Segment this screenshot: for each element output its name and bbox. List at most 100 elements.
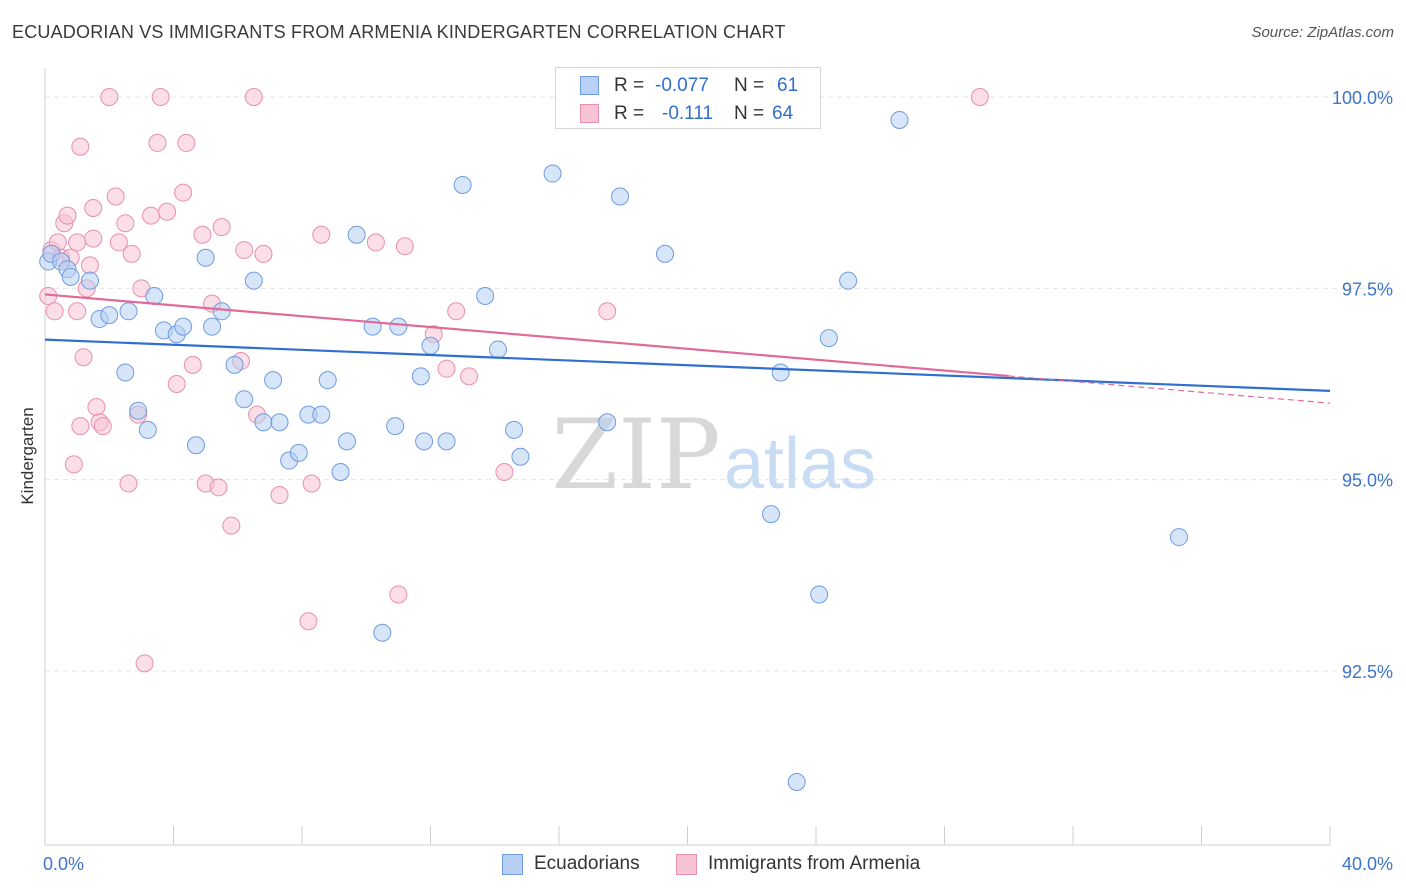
point-armenia (116, 214, 135, 233)
trend-lines (44, 293, 1331, 404)
stats-swatch-blue (580, 76, 599, 95)
point-ecuadorians (318, 371, 337, 390)
point-armenia (71, 137, 90, 156)
point-ecuadorians (386, 417, 405, 436)
trend-line-ecuadorians (44, 338, 1331, 392)
legend-label-armenia: Immigrants from Armenia (708, 853, 921, 874)
point-armenia (312, 225, 331, 244)
point-ecuadorians (543, 164, 562, 183)
point-ecuadorians (819, 329, 838, 348)
point-ecuadorians (347, 225, 366, 244)
point-armenia (142, 206, 161, 225)
series-armenia-points (39, 88, 989, 673)
point-ecuadorians (839, 271, 858, 290)
n-value: 64 (772, 103, 794, 124)
point-ecuadorians (116, 363, 135, 382)
point-armenia (183, 355, 202, 374)
point-armenia (395, 237, 414, 256)
point-ecuadorians (598, 413, 617, 432)
point-armenia (109, 233, 128, 252)
point-ecuadorians (145, 286, 164, 305)
point-ecuadorians (61, 267, 80, 286)
point-armenia (135, 654, 154, 673)
r-value: -0.111 (662, 103, 714, 124)
point-ecuadorians (203, 317, 222, 336)
point-armenia (244, 88, 263, 106)
point-armenia (45, 302, 64, 321)
point-armenia (222, 516, 241, 535)
y-tick-label: 100.0% (1332, 88, 1393, 108)
y-tick-label: 92.5% (1342, 662, 1393, 682)
point-ecuadorians (437, 432, 456, 451)
point-ecuadorians (80, 271, 99, 290)
point-ecuadorians (787, 772, 806, 791)
y-axis-title: Kindergarten (18, 407, 37, 505)
point-armenia (64, 455, 83, 474)
point-ecuadorians (415, 432, 434, 451)
point-ecuadorians (373, 623, 392, 642)
point-ecuadorians (244, 271, 263, 290)
legend-swatch-pink (676, 854, 697, 875)
point-ecuadorians (505, 420, 524, 439)
r-label: R = (614, 103, 645, 124)
point-armenia (598, 302, 617, 321)
point-armenia (495, 463, 514, 482)
point-armenia (299, 612, 318, 631)
point-ecuadorians (331, 463, 350, 482)
stats-row-armenia: R = -0.111 N = 64 (556, 100, 820, 128)
point-armenia (270, 485, 289, 504)
axes (44, 68, 1331, 846)
point-ecuadorians (138, 420, 157, 439)
point-armenia (302, 474, 321, 493)
chart-title: ECUADORIAN VS IMMIGRANTS FROM ARMENIA KI… (12, 22, 786, 42)
point-armenia (106, 187, 125, 206)
y-tick-label: 97.5% (1342, 279, 1393, 299)
y-tick-label: 95.0% (1342, 471, 1393, 491)
point-ecuadorians (421, 336, 440, 355)
point-armenia (366, 233, 385, 252)
r-value: -0.077 (655, 75, 709, 96)
point-armenia (460, 367, 479, 386)
point-ecuadorians (100, 306, 119, 325)
point-armenia (87, 397, 106, 416)
stats-swatch-pink (580, 104, 599, 123)
point-armenia (209, 478, 228, 497)
point-ecuadorians (186, 436, 205, 455)
point-ecuadorians (174, 317, 193, 336)
point-ecuadorians (890, 110, 909, 129)
point-ecuadorians (312, 405, 331, 424)
point-armenia (389, 585, 408, 604)
stats-row-ecuadorians: R = -0.077 N = 61 (556, 72, 820, 100)
legend-swatch-blue (502, 854, 523, 875)
point-armenia (193, 225, 212, 244)
point-armenia (148, 133, 167, 152)
tick-labels: 92.5% 95.0% 97.5% 100.0% 0.0% 40.0% (43, 88, 1393, 874)
point-armenia (151, 88, 170, 106)
legend: Ecuadorians Immigrants from Armenia (0, 852, 1406, 878)
point-armenia (58, 206, 77, 225)
point-ecuadorians (453, 176, 472, 195)
point-ecuadorians (762, 505, 781, 524)
point-ecuadorians (488, 340, 507, 359)
point-armenia (100, 88, 119, 106)
point-ecuadorians (212, 302, 231, 321)
point-ecuadorians (389, 317, 408, 336)
point-ecuadorians (264, 371, 283, 390)
point-ecuadorians (129, 401, 148, 420)
watermark-zip: ZIP (551, 399, 720, 511)
watermark-atlas: atlas (724, 424, 876, 504)
trend-line-armenia (44, 293, 1009, 378)
point-armenia (212, 218, 231, 237)
legend-label-ecuadorians: Ecuadorians (534, 853, 640, 874)
watermark: ZIP atlas (551, 399, 876, 511)
point-ecuadorians (411, 367, 430, 386)
x-tick-label: 0.0% (43, 854, 84, 874)
point-armenia (74, 348, 93, 367)
point-armenia (84, 229, 103, 248)
point-armenia (970, 88, 989, 106)
point-armenia (93, 417, 112, 436)
point-ecuadorians (225, 355, 244, 374)
point-armenia (68, 302, 87, 321)
n-label: N = (734, 103, 765, 124)
